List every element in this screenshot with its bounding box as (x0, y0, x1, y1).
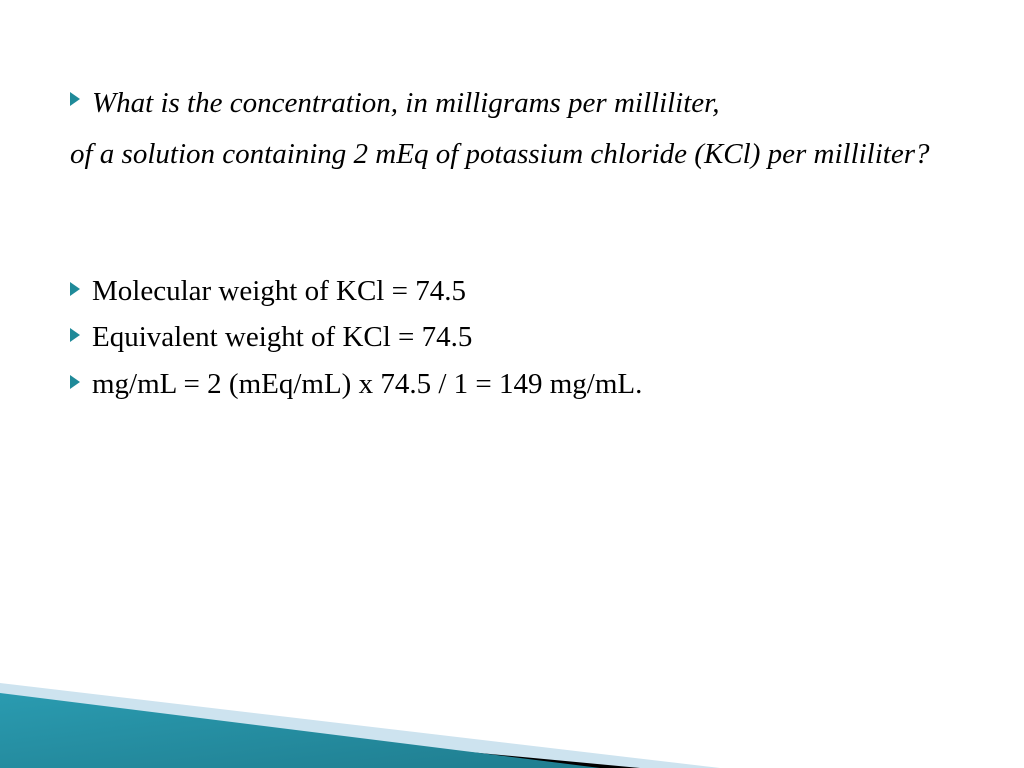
slide: What is the concentration, in milligrams… (0, 0, 1024, 768)
answer-text: Molecular weight of KCl = 74.5 (92, 268, 960, 315)
slide-content: What is the concentration, in milligrams… (70, 78, 960, 408)
answer-row: Molecular weight of KCl = 74.5 (70, 268, 960, 315)
question-rest: of a solution containing 2 mEq of potass… (70, 129, 960, 180)
bullet-icon (70, 314, 92, 342)
question-first-line-row: What is the concentration, in milligrams… (70, 78, 960, 129)
answers-block: Molecular weight of KCl = 74.5 Equivalen… (70, 268, 960, 409)
answer-row: Equivalent weight of KCl = 74.5 (70, 314, 960, 361)
bullet-icon (70, 268, 92, 296)
question-block: What is the concentration, in milligrams… (70, 78, 960, 180)
answer-text: mg/mL = 2 (mEq/mL) x 74.5 / 1 = 149 mg/m… (92, 361, 960, 408)
bullet-icon (70, 78, 92, 106)
bullet-icon (70, 361, 92, 389)
answer-row: mg/mL = 2 (mEq/mL) x 74.5 / 1 = 149 mg/m… (70, 361, 960, 408)
decorative-swoosh (0, 588, 1024, 768)
question-first-line: What is the concentration, in milligrams… (92, 78, 960, 129)
answer-text: Equivalent weight of KCl = 74.5 (92, 314, 960, 361)
